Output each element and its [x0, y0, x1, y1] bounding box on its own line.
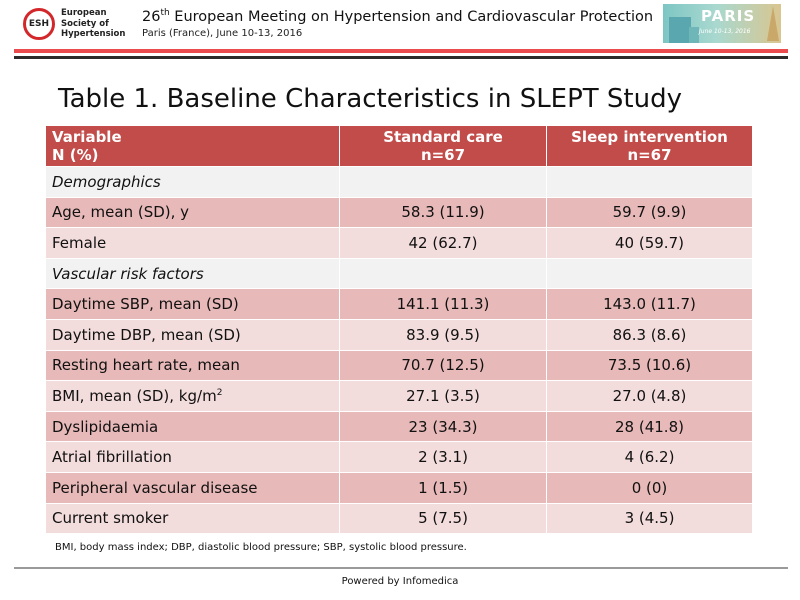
header-standard-care: Standard care n=67: [339, 125, 547, 167]
esh-logo-mark: ESH: [23, 8, 55, 40]
row-label: Demographics: [45, 166, 340, 198]
badge-date: June 10-13, 2016: [699, 28, 751, 35]
standard-care-value: 70.7 (12.5): [339, 349, 547, 382]
row-label: Resting heart rate, mean: [45, 349, 340, 382]
section-row-vascular-risk: Vascular risk factors: [45, 257, 753, 290]
standard-care-value: 2 (3.1): [339, 441, 547, 473]
baseline-table: Variable N (%) Standard care n=67 Sleep …: [45, 125, 753, 535]
row-label: Age, mean (SD), y: [45, 196, 340, 229]
standard-care-value: 5 (7.5): [339, 502, 547, 535]
row-label: Atrial fibrillation: [45, 441, 340, 473]
standard-care-value: 1 (1.5): [339, 471, 547, 504]
slide-title: Table 1. Baseline Characteristics in SLE…: [58, 84, 682, 114]
table-row: Dyslipidaemia 23 (34.3) 28 (41.8): [45, 410, 753, 443]
row-label: Peripheral vascular disease: [45, 471, 340, 504]
sleep-intervention-value: 28 (41.8): [546, 410, 753, 443]
row-label: Current smoker: [45, 502, 340, 535]
badge-title: PARIS: [701, 7, 756, 25]
table-header-row: Variable N (%) Standard care n=67 Sleep …: [45, 125, 753, 167]
sleep-intervention-value: 3 (4.5): [546, 502, 753, 535]
conference-subtitle: Paris (France), June 10-13, 2016: [142, 27, 303, 39]
header-variable-line1: Variable: [52, 128, 122, 146]
conference-ordinal-suffix: th: [160, 8, 170, 18]
sleep-intervention-value: 40 (59.7): [546, 227, 753, 259]
sleep-intervention-value: 86.3 (8.6): [546, 318, 753, 351]
standard-care-value: 58.3 (11.9): [339, 196, 547, 229]
sleep-intervention-value: [546, 257, 753, 290]
table-row: Daytime SBP, mean (SD) 141.1 (11.3) 143.…: [45, 288, 753, 320]
header-variable-line2: N (%): [52, 146, 99, 164]
standard-care-value: 42 (62.7): [339, 227, 547, 259]
esh-logo-text: European Society of Hypertension: [61, 8, 125, 40]
standard-care-value: [339, 166, 547, 198]
row-label-text: BMI, mean (SD), kg/m: [52, 386, 217, 405]
building-shape: [669, 17, 691, 43]
row-label: Daytime DBP, mean (SD): [45, 318, 340, 351]
standard-care-value: 141.1 (11.3): [339, 288, 547, 320]
sleep-intervention-value: 0 (0): [546, 471, 753, 504]
esh-logo-line: Hypertension: [61, 29, 126, 39]
standard-care-value: [339, 257, 547, 290]
slide-header: ESH European Society of Hypertension 26t…: [0, 0, 800, 48]
sleep-intervention-value: 59.7 (9.9): [546, 196, 753, 229]
row-label: Dyslipidaemia: [45, 410, 340, 443]
conference-ordinal: 26: [142, 8, 161, 25]
table-row: Female 42 (62.7) 40 (59.7): [45, 227, 753, 259]
header-standard-line1: Standard care: [383, 128, 503, 146]
standard-care-value: 83.9 (9.5): [339, 318, 547, 351]
sleep-intervention-value: 73.5 (10.6): [546, 349, 753, 382]
esh-logo-line: Society of: [61, 18, 109, 29]
section-row-demographics: Demographics: [45, 166, 753, 198]
table-footnote: BMI, body mass index; DBP, diastolic blo…: [55, 542, 467, 553]
esh-logo-abbr: ESH: [28, 19, 50, 29]
sleep-intervention-value: 4 (6.2): [546, 441, 753, 473]
table-row: Peripheral vascular disease 1 (1.5) 0 (0…: [45, 471, 753, 504]
esh-logo: ESH European Society of Hypertension: [20, 6, 130, 42]
header-rule-dark: [14, 56, 788, 59]
header-variable: Variable N (%): [45, 125, 340, 167]
table-row: Age, mean (SD), y 58.3 (11.9) 59.7 (9.9): [45, 196, 753, 229]
sleep-intervention-value: 27.0 (4.8): [546, 380, 753, 412]
table-row: Daytime DBP, mean (SD) 83.9 (9.5) 86.3 (…: [45, 318, 753, 351]
table-row: BMI, mean (SD), kg/m2 27.1 (3.5) 27.0 (4…: [45, 380, 753, 412]
conference-title: 26th European Meeting on Hypertension an…: [142, 8, 653, 25]
row-label: Female: [45, 227, 340, 259]
eiffel-tower-icon: [767, 6, 779, 41]
header-sleep-intervention: Sleep intervention n=67: [546, 125, 753, 167]
table-row: Atrial fibrillation 2 (3.1) 4 (6.2): [45, 441, 753, 473]
table-row: Resting heart rate, mean 70.7 (12.5) 73.…: [45, 349, 753, 382]
header-sleep-line2: n=67: [627, 146, 672, 164]
paris-badge-image: PARIS June 10-13, 2016: [663, 4, 781, 43]
header-standard-line2: n=67: [420, 146, 466, 164]
building-shape: [689, 27, 699, 43]
conference-info: 26th European Meeting on Hypertension an…: [142, 8, 653, 39]
row-label: Vascular risk factors: [45, 257, 340, 290]
standard-care-value: 27.1 (3.5): [339, 380, 547, 412]
esh-logo-line: European: [61, 8, 107, 18]
footer-rule: [14, 567, 788, 569]
row-label: Daytime SBP, mean (SD): [45, 288, 340, 320]
standard-care-value: 23 (34.3): [339, 410, 547, 443]
row-label: BMI, mean (SD), kg/m2: [45, 380, 340, 412]
conference-title-text: European Meeting on Hypertension and Car…: [169, 8, 654, 25]
header-sleep-line1: Sleep intervention: [571, 128, 728, 146]
sleep-intervention-value: 143.0 (11.7): [546, 288, 753, 320]
powered-by-text: Powered by Infomedica: [341, 576, 459, 587]
header-rule-red: [14, 49, 788, 53]
sleep-intervention-value: [546, 166, 753, 198]
row-label-superscript: 2: [216, 387, 223, 398]
table-row: Current smoker 5 (7.5) 3 (4.5): [45, 502, 753, 535]
